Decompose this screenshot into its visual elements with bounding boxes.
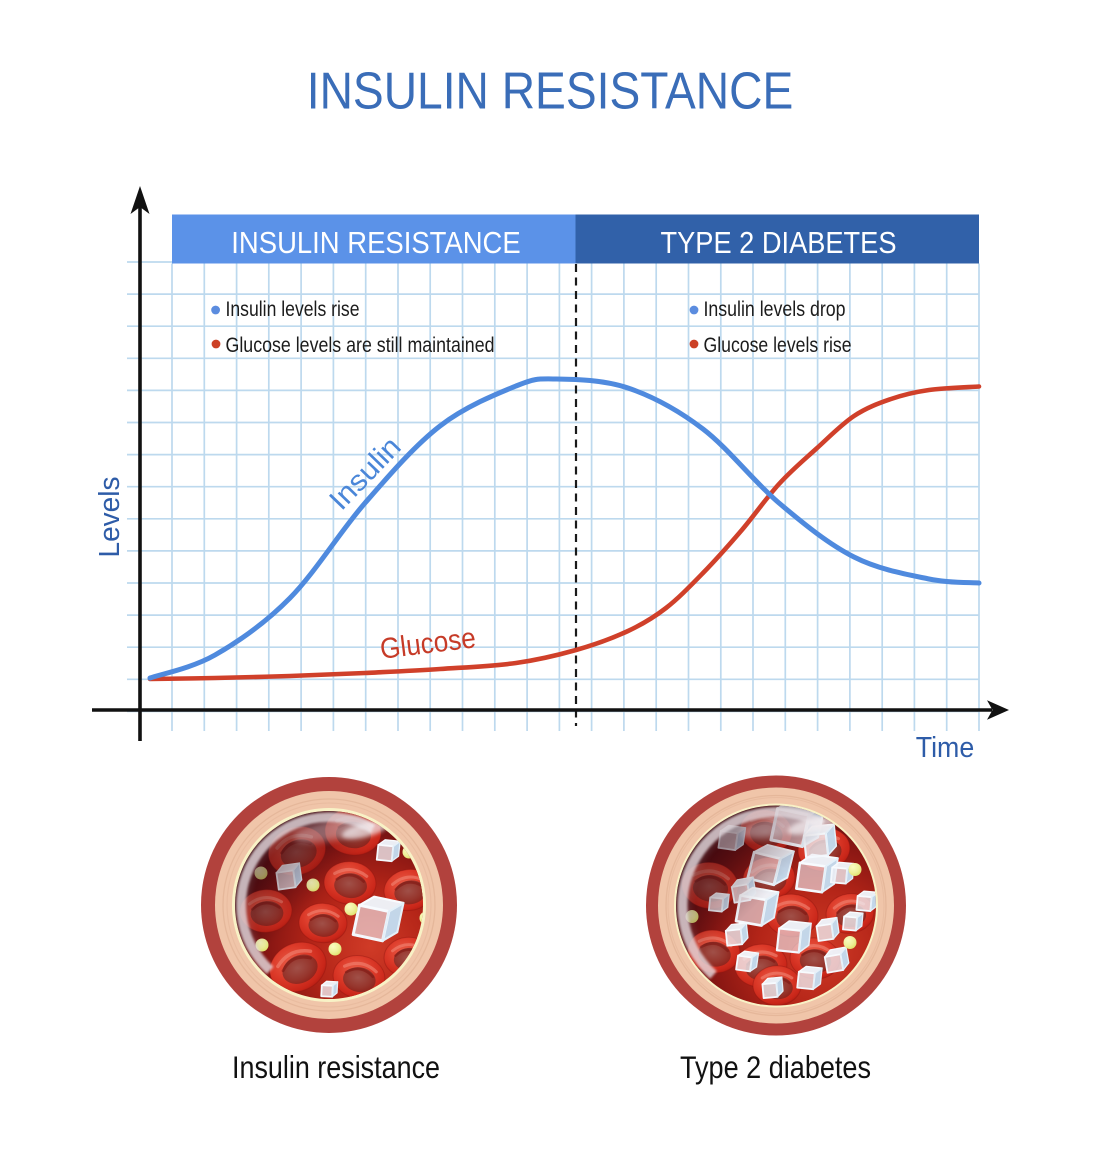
svg-text:Glucose levels are still maint: Glucose levels are still maintained xyxy=(226,334,495,357)
svg-text:Insulin levels drop: Insulin levels drop xyxy=(704,298,846,321)
svg-text:Type 2 diabetes: Type 2 diabetes xyxy=(680,1049,871,1085)
svg-text:Insulin levels rise: Insulin levels rise xyxy=(226,298,360,321)
svg-text:INSULIN RESISTANCE: INSULIN RESISTANCE xyxy=(231,225,520,260)
svg-text:Levels: Levels xyxy=(94,477,126,558)
svg-text:TYPE 2 DIABETES: TYPE 2 DIABETES xyxy=(661,225,897,260)
svg-text:Insulin resistance: Insulin resistance xyxy=(232,1049,440,1085)
svg-text:Time: Time xyxy=(916,732,975,764)
svg-text:Glucose levels rise: Glucose levels rise xyxy=(704,334,852,357)
svg-text:INSULIN RESISTANCE: INSULIN RESISTANCE xyxy=(307,63,794,121)
